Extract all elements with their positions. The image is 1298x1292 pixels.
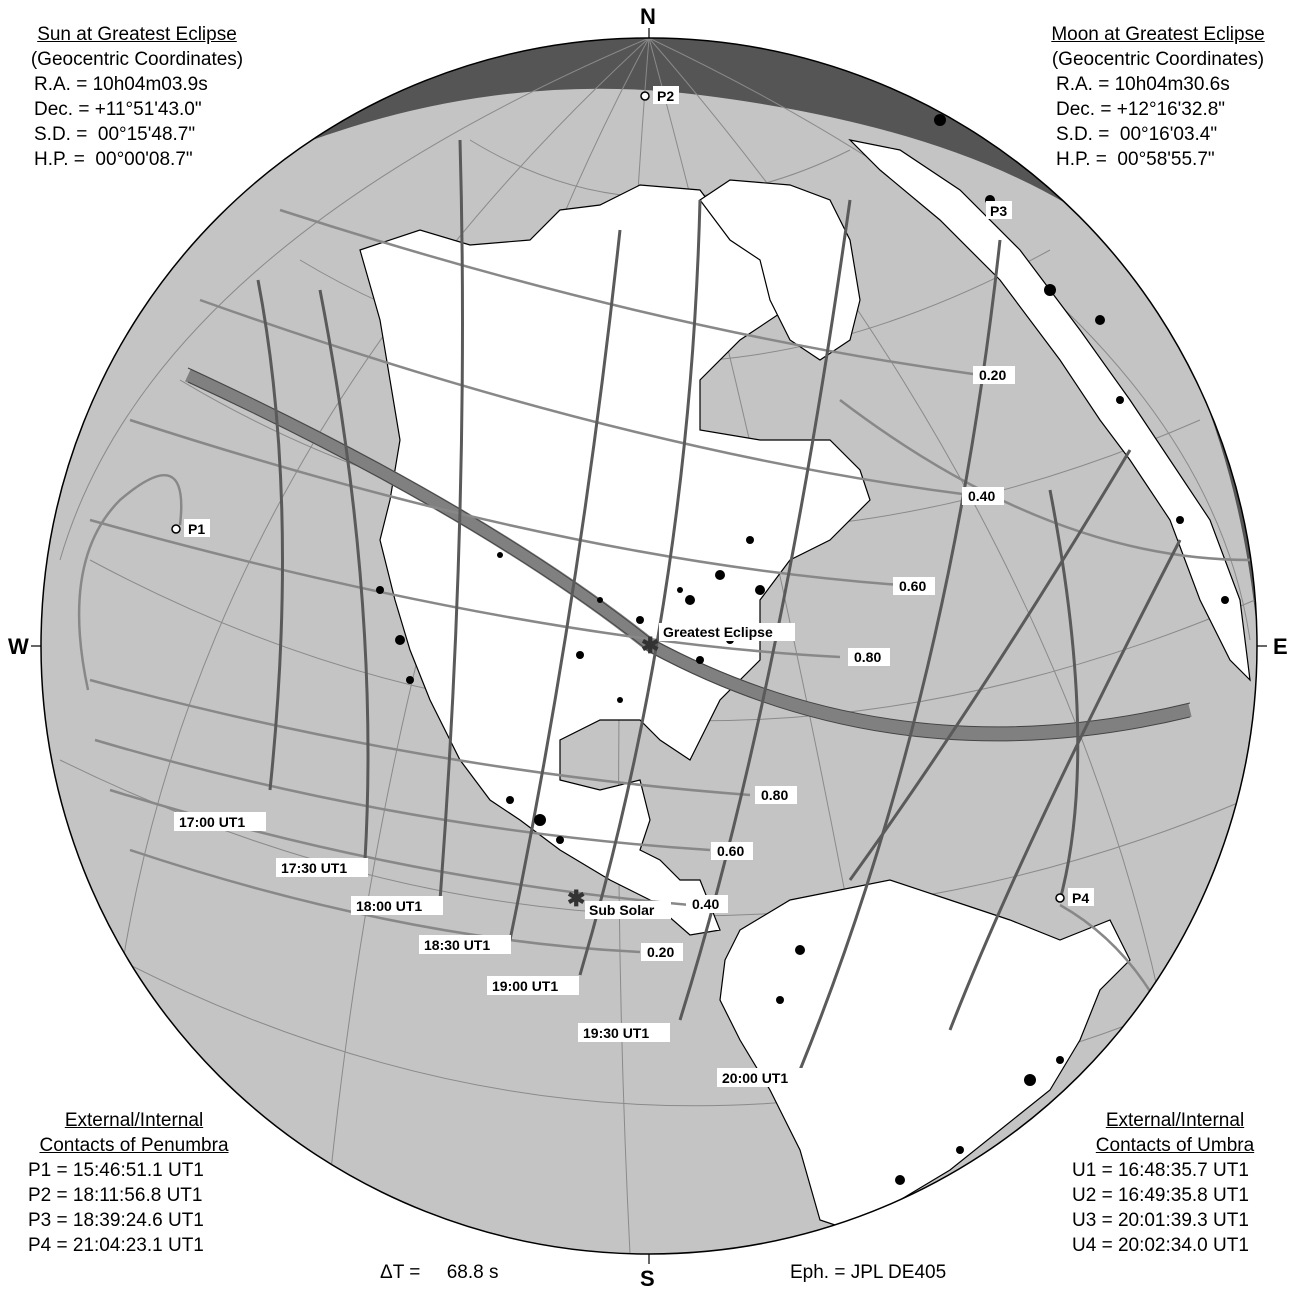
time-label: 17:30 UT1 [281,860,347,876]
penumbra-contacts-panel: External/Internal Contacts of Penumbra P… [18,1108,250,1258]
p2-marker [640,91,650,101]
umbra-heading: External/Internal [1105,1110,1245,1131]
compass-west: W [8,634,29,659]
time-label: 19:00 UT1 [492,978,558,994]
moon-subheading: (Geocentric Coordinates) [1051,49,1265,70]
eclipse-path [185,368,1192,741]
time-label: 17:00 UT1 [179,814,245,830]
compass-ticks [31,28,1267,1264]
p1-marker [171,524,181,534]
sun-coordinates-panel: Sun at Greatest Eclipse (Geocentric Coor… [6,22,268,172]
magnitude-labels: 0.20 0.40 0.60 0.80 0.80 0.60 0.40 0.20 [641,366,1015,961]
svg-text:✱: ✱ [641,633,659,658]
greatest-eclipse-marker: ✱ Greatest Eclipse [641,623,795,658]
time-labels: 17:00 UT1 17:30 UT1 18:00 UT1 18:30 UT1 … [174,812,809,1087]
magnitude-label: 0.20 [979,367,1006,383]
penumbra-subheading: Contacts of Penumbra [39,1135,229,1156]
sun-heading: Sun at Greatest Eclipse [37,24,237,45]
moon-hp: H.P. = 00°58'55.7" [1056,149,1215,170]
time-label: 20:00 UT1 [722,1070,788,1086]
umbra-contact: U2 = 16:49:35.8 UT1 [1072,1185,1249,1206]
sun-sd: S.D. = 00°15'48.7" [34,124,196,145]
moon-dec: Dec. = +12°16'32.8" [1056,99,1226,120]
greenland [699,179,861,361]
sun-dec: Dec. = +11°51'43.0" [34,99,202,120]
compass-south: S [640,1266,655,1291]
penumbra-contact: P4 = 21:04:23.1 UT1 [28,1235,204,1256]
magnitude-label: 0.60 [717,843,744,859]
p4-marker [1055,893,1065,903]
ephemeris: Eph. = JPL DE405 [790,1262,947,1283]
delta-t: ΔT = 68.8 s [380,1262,499,1283]
umbra-subheading: Contacts of Umbra [1095,1135,1255,1156]
sub-solar-marker: ✱ Sub Solar [567,886,671,919]
sun-ra: R.A. = 10h04m03.9s [34,74,208,95]
penumbra-contact: P3 = 18:39:24.6 UT1 [28,1210,204,1231]
time-label: 19:30 UT1 [583,1025,649,1041]
moon-heading: Moon at Greatest Eclipse [1051,24,1265,45]
greatest-eclipse-label: Greatest Eclipse [663,624,773,640]
magnitude-label: 0.80 [761,787,788,803]
moon-ra: R.A. = 10h04m30.6s [1056,74,1230,95]
contact-markers: P1 P2 P3 P4 [171,86,1094,906]
magnitude-label: 0.20 [647,944,674,960]
umbra-contact: U1 = 16:48:35.7 UT1 [1072,1160,1249,1181]
magnitude-label: 0.40 [692,896,719,912]
umbra-contact: U4 = 20:02:34.0 UT1 [1072,1235,1249,1256]
penumbra-contact: P2 = 18:11:56.8 UT1 [28,1185,203,1206]
moon-coordinates-panel: Moon at Greatest Eclipse (Geocentric Coo… [1024,22,1292,172]
sun-hp: H.P. = 00°00'08.7" [34,149,193,170]
p2-label: P2 [657,88,674,104]
compass-east: E [1273,634,1288,659]
penumbra-heading: External/Internal [64,1110,204,1131]
time-label: 18:00 UT1 [356,898,422,914]
magnitude-label: 0.80 [854,649,881,665]
p4-label: P4 [1072,890,1089,906]
sub-solar-label: Sub Solar [589,902,655,918]
magnitude-label: 0.60 [899,578,926,594]
time-label: 18:30 UT1 [424,937,490,953]
p1-label: P1 [188,521,205,537]
umbra-contact: U3 = 20:01:39.3 UT1 [1072,1210,1249,1231]
moon-sd: S.D. = 00°16'03.4" [1056,124,1218,145]
sun-subheading: (Geocentric Coordinates) [30,49,244,70]
compass-north: N [640,4,656,29]
svg-text:✱: ✱ [567,886,585,911]
asia-coast [848,139,1251,682]
p3-label: P3 [990,203,1007,219]
magnitude-label: 0.40 [968,488,995,504]
penumbra-contact: P1 = 15:46:51.1 UT1 [28,1160,204,1181]
umbra-contacts-panel: External/Internal Contacts of Umbra U1 =… [1062,1108,1288,1258]
